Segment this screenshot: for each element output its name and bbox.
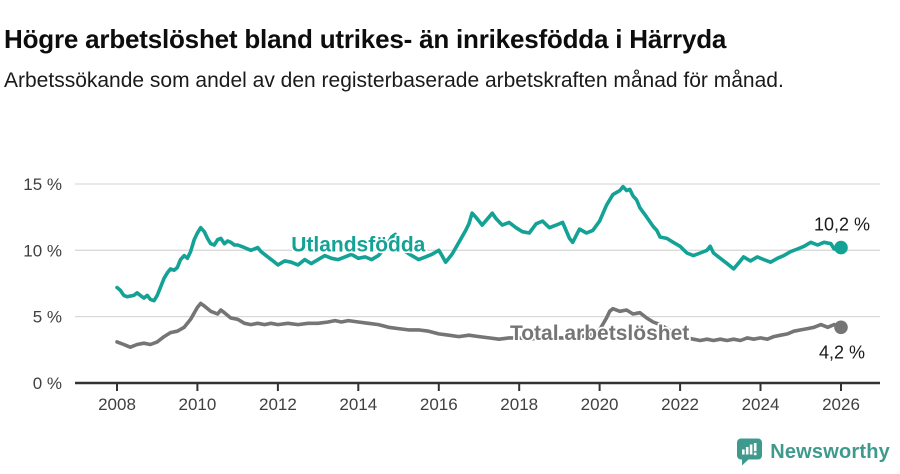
x-axis-label-2022: 2022 bbox=[661, 395, 699, 414]
series-end-dot-1 bbox=[834, 320, 848, 335]
x-axis-label-2016: 2016 bbox=[420, 395, 458, 414]
x-axis-label-2024: 2024 bbox=[742, 395, 780, 414]
x-axis-label-2012: 2012 bbox=[259, 395, 297, 414]
x-axis-label-2020: 2020 bbox=[581, 395, 619, 414]
series-label-0: Utlandsfödda bbox=[291, 233, 425, 256]
series-line-0 bbox=[115, 184, 843, 303]
y-axis-label-0: 0 % bbox=[33, 374, 62, 393]
chart-subtitle: Arbetssökande som andel av den registerb… bbox=[4, 69, 784, 92]
x-axis-label-2018: 2018 bbox=[500, 395, 538, 414]
y-axis-label-15: 15 % bbox=[23, 175, 62, 194]
x-axis-label-2026: 2026 bbox=[822, 395, 860, 414]
x-axis-label-2008: 2008 bbox=[98, 395, 136, 414]
newsworthy-logo-icon bbox=[737, 438, 763, 466]
brand-footer[interactable]: Newsworthy bbox=[736, 438, 890, 466]
brand-name: Newsworthy bbox=[770, 440, 890, 463]
series-line-1 bbox=[115, 301, 843, 350]
x-axis-label-2014: 2014 bbox=[339, 395, 377, 414]
x-axis-label-2010: 2010 bbox=[178, 395, 216, 414]
series-label-1: Total arbetslöshet bbox=[510, 322, 689, 345]
page-title: Högre arbetslöshet bland utrikes- än inr… bbox=[4, 24, 727, 55]
end-value-label-1: 4,2 % bbox=[819, 342, 865, 362]
y-axis-label-5: 5 % bbox=[33, 308, 62, 327]
end-value-label-0: 10,2 % bbox=[814, 215, 870, 235]
series-end-dot-0 bbox=[834, 240, 848, 255]
y-axis-label-10: 10 % bbox=[23, 241, 62, 260]
